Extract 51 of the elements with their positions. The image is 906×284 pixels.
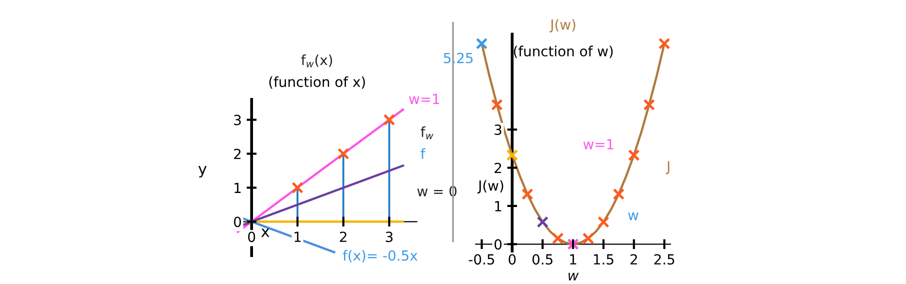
x-tick-label: 2 <box>630 254 637 264</box>
y-axis-title: J(w) <box>477 180 504 194</box>
point <box>521 188 534 200</box>
y-axis-title: y <box>198 166 207 178</box>
y-tick-label: 0 <box>234 216 241 228</box>
point <box>383 114 396 126</box>
x-tick-label: -0.5 <box>468 254 494 265</box>
point <box>598 216 610 228</box>
point <box>536 216 549 228</box>
annotation: w <box>628 212 638 220</box>
x-tick-label: 2.5 <box>654 254 674 265</box>
x-tick-label: 1.5 <box>594 254 614 265</box>
point <box>567 238 579 250</box>
x-axis-title: x <box>261 228 270 237</box>
point <box>292 182 304 194</box>
point <box>628 149 640 162</box>
annotation: 5.25 <box>444 52 473 64</box>
x-tick-label: 0 <box>508 254 516 265</box>
y-tick-label: 1 <box>234 182 241 193</box>
x-tick-label: 1 <box>294 232 301 242</box>
text: f <box>420 148 426 159</box>
y-tick-label: 2 <box>494 162 502 174</box>
y-tick-label: 0 <box>494 239 502 250</box>
y-tick-label: 2 <box>234 148 240 160</box>
point <box>491 98 503 111</box>
text: (function of w) <box>514 46 613 58</box>
annotation: f(x)= -0.5x <box>342 250 418 262</box>
x-axis-title: w <box>568 272 579 280</box>
text: f$_{w}$ <box>420 126 434 140</box>
y-tick-label: 3 <box>234 114 241 126</box>
x-tick-label: 0 <box>248 232 256 242</box>
chart-title: f$_{w}$(x) <box>301 54 332 68</box>
chart-title: J(w) <box>549 19 576 32</box>
point <box>658 38 670 50</box>
chart-subtitle: (function of x) <box>269 76 365 89</box>
x-tick-label: 3 <box>386 232 393 242</box>
y-tick-label: 3 <box>494 124 502 136</box>
annotation: w=1 <box>583 139 614 150</box>
point <box>476 38 488 50</box>
point <box>582 232 594 244</box>
point <box>612 188 625 200</box>
point <box>552 232 564 244</box>
annotation: w=1 <box>409 94 440 104</box>
annotation: J <box>666 161 670 174</box>
point <box>506 149 518 162</box>
point <box>643 98 656 111</box>
point <box>337 148 350 160</box>
x-tick-label: 1 <box>570 254 576 264</box>
x-tick-label: 0.5 <box>532 254 552 265</box>
y-tick-label: 1 <box>495 201 502 212</box>
x-tick-label: 2 <box>340 232 346 242</box>
